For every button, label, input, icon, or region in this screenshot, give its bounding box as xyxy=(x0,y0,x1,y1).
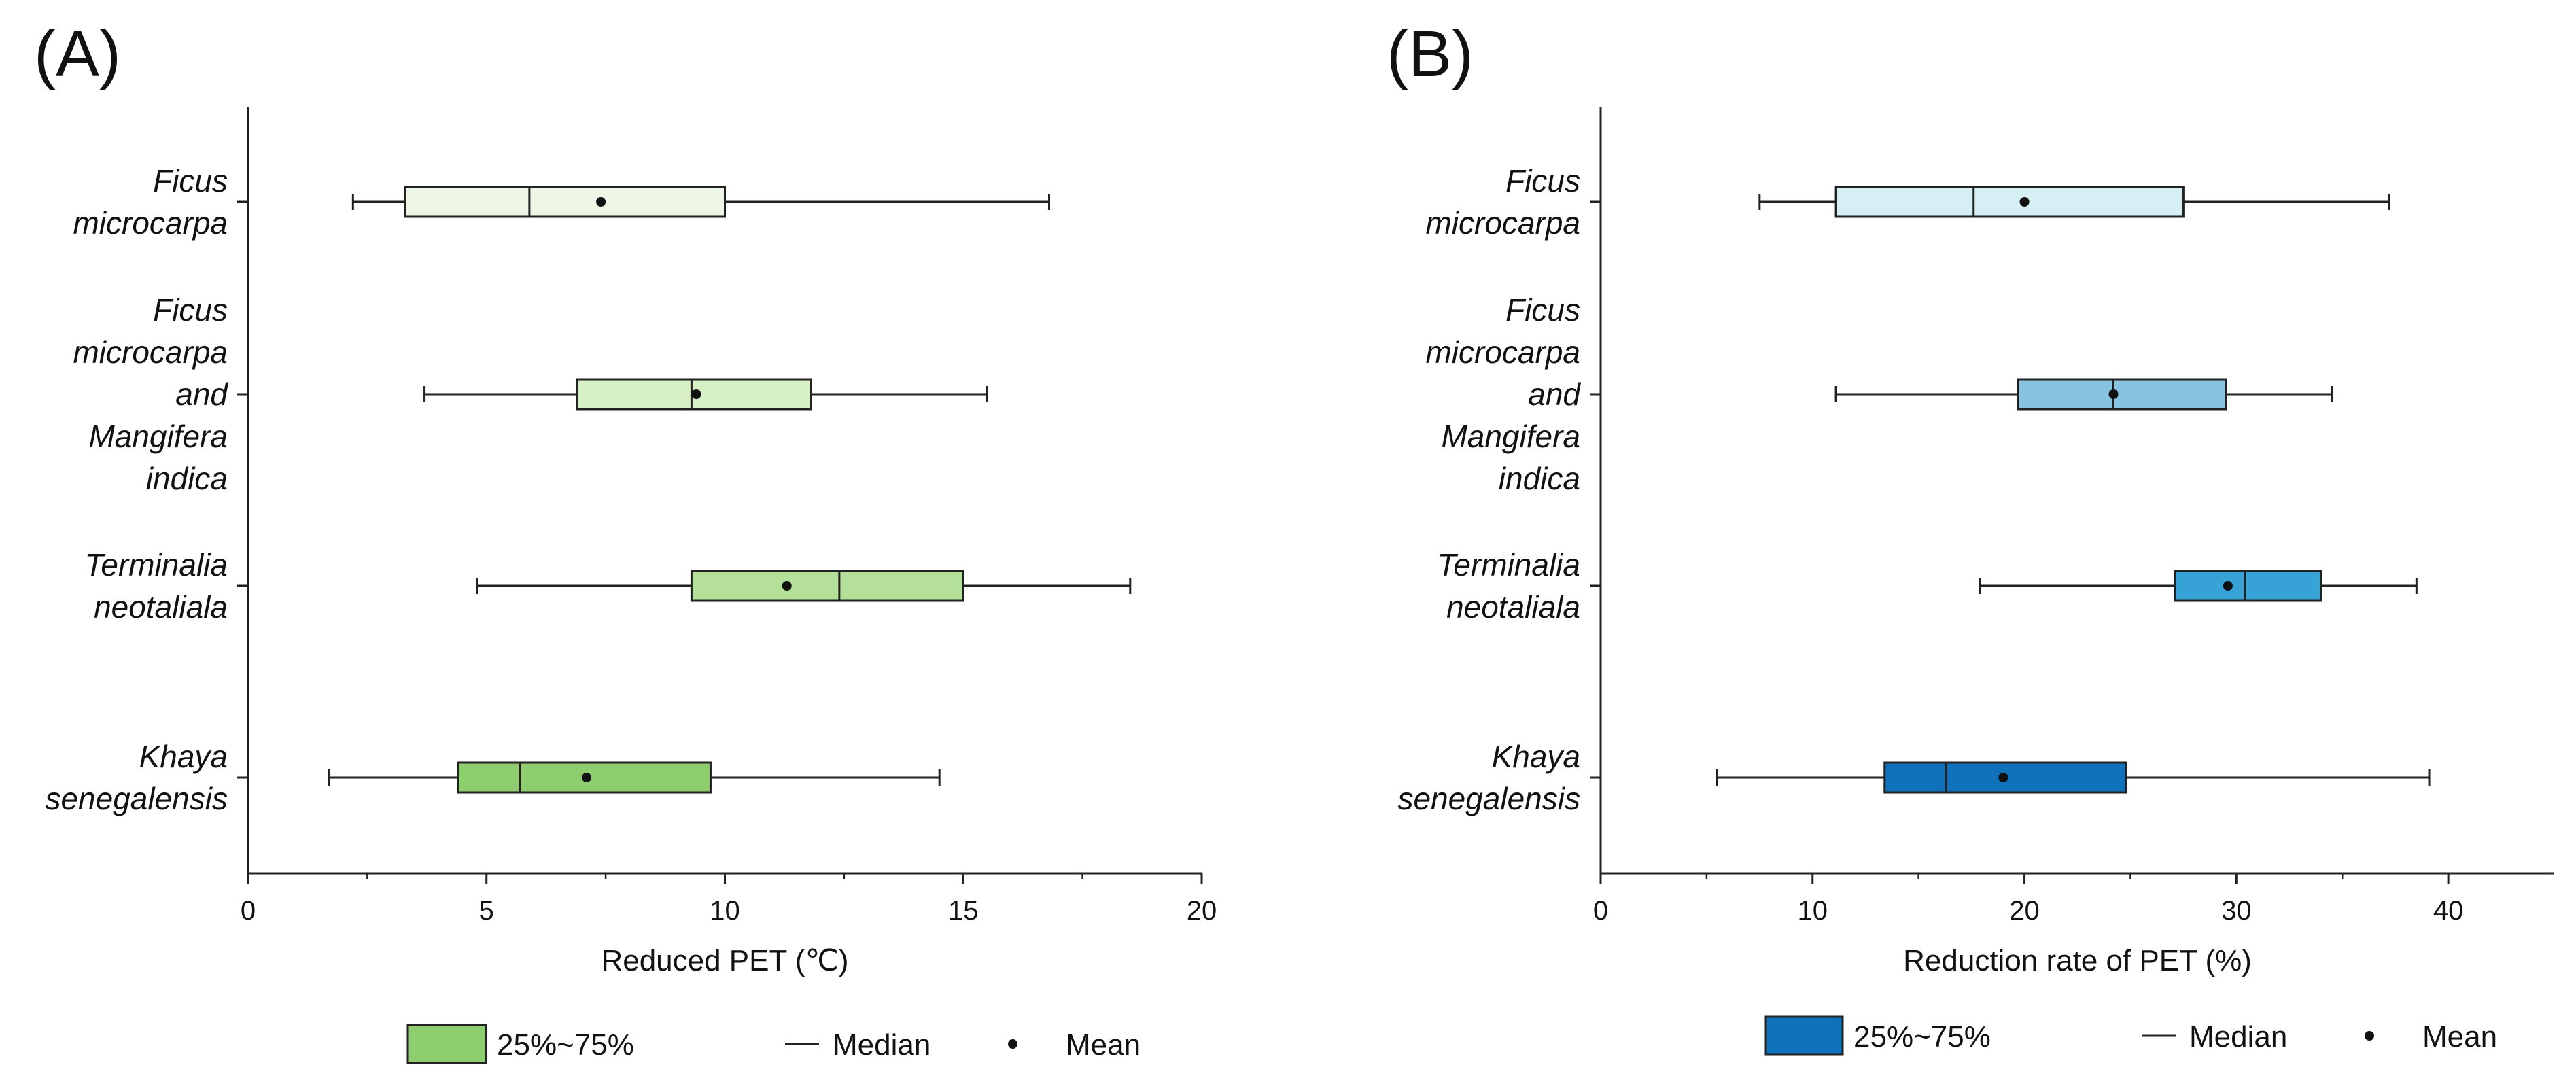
mean-point xyxy=(2108,389,2119,399)
legend-mean-label: Mean xyxy=(2422,1020,2497,1053)
x-axis-title: Reduction rate of PET (%) xyxy=(1903,944,2252,977)
legend: 25%~75% Median Mean xyxy=(1764,1015,2497,1056)
category-label: indica xyxy=(146,461,228,496)
x-tick-label: 30 xyxy=(2221,896,2252,926)
legend-mean-dot xyxy=(2365,1031,2374,1041)
mean-point xyxy=(2223,581,2233,591)
x-axis-title: Reduced PET (℃) xyxy=(601,944,848,977)
legend-median-label: Median xyxy=(2189,1020,2287,1053)
category-label: Terminalia xyxy=(1437,547,1580,582)
x-tick-label: 40 xyxy=(2433,896,2464,926)
mean-point xyxy=(2019,197,2030,207)
legend-box-label: 25%~75% xyxy=(1853,1020,1991,1053)
category-label: Terminalia xyxy=(84,547,228,582)
legend-mean-dot xyxy=(1008,1039,1017,1049)
category-label: Khaya xyxy=(139,739,228,774)
x-tick-label: 10 xyxy=(710,896,740,926)
box-2 xyxy=(476,570,1132,602)
legend-median-label: Median xyxy=(833,1028,930,1062)
mean-point xyxy=(582,773,592,782)
iqr-box xyxy=(2017,378,2227,411)
category-label: neotaliala xyxy=(1446,589,1580,625)
box-1 xyxy=(1834,378,2333,411)
category-label: Ficus xyxy=(153,292,228,328)
mean-point xyxy=(596,197,606,207)
x-tick-label: 0 xyxy=(241,896,256,926)
box-0 xyxy=(1758,186,2390,218)
x-tick-label: 5 xyxy=(479,896,494,926)
legend-box-swatch xyxy=(406,1024,487,1064)
mean-point xyxy=(782,581,792,591)
category-label: Ficus xyxy=(1505,292,1580,328)
mean-point xyxy=(691,389,701,399)
category-label: senegalensis xyxy=(45,781,228,816)
category-label: and xyxy=(175,377,228,412)
x-tick-label: 20 xyxy=(1187,896,1217,926)
iqr-box xyxy=(690,570,964,602)
box-1 xyxy=(423,378,988,411)
category-label: Khaya xyxy=(1492,739,1580,774)
category-label: Mangifera xyxy=(88,419,228,454)
box-3 xyxy=(328,761,941,794)
iqr-box xyxy=(1834,186,2185,218)
iqr-box xyxy=(2174,570,2322,602)
iqr-box xyxy=(404,186,726,218)
category-label: microcarpa xyxy=(73,334,228,370)
panel-label: (A) xyxy=(34,18,121,90)
chart-panel-b: (B) 0 10 20 30 40 Reduction rate of PET (%) Fic… xyxy=(1387,18,2554,1056)
category-label: senegalensis xyxy=(1397,781,1580,816)
category-label: indica xyxy=(1499,461,1580,496)
box-2 xyxy=(1979,570,2418,602)
legend-box-label: 25%~75% xyxy=(497,1028,634,1062)
legend-box-swatch xyxy=(1764,1015,1844,1056)
box-0 xyxy=(351,186,1051,218)
x-tick-label: 20 xyxy=(2009,896,2040,926)
legend: 25%~75% Median Mean xyxy=(406,1024,1141,1064)
legend-mean-label: Mean xyxy=(1066,1028,1141,1062)
category-label: Ficus xyxy=(153,163,228,198)
category-label: microcarpa xyxy=(1425,205,1580,241)
iqr-box xyxy=(576,378,812,411)
category-label: Ficus xyxy=(1505,163,1580,198)
panel-label: (B) xyxy=(1387,18,1474,90)
box-3 xyxy=(1716,761,2431,794)
x-tick-label: 0 xyxy=(1593,896,1608,926)
chart-panel-a: (A) 0 5 10 15 20 Reduced PET (℃) Ficus microcarp… xyxy=(34,18,1217,1064)
category-label: microcarpa xyxy=(1425,334,1580,370)
category-label: microcarpa xyxy=(73,205,228,241)
x-tick-label: 15 xyxy=(948,896,979,926)
category-label: and xyxy=(1528,377,1581,412)
mean-point xyxy=(1998,773,2008,782)
category-label: neotaliala xyxy=(94,589,228,625)
category-label: Mangifera xyxy=(1441,419,1580,454)
x-tick-label: 10 xyxy=(1798,896,1828,926)
